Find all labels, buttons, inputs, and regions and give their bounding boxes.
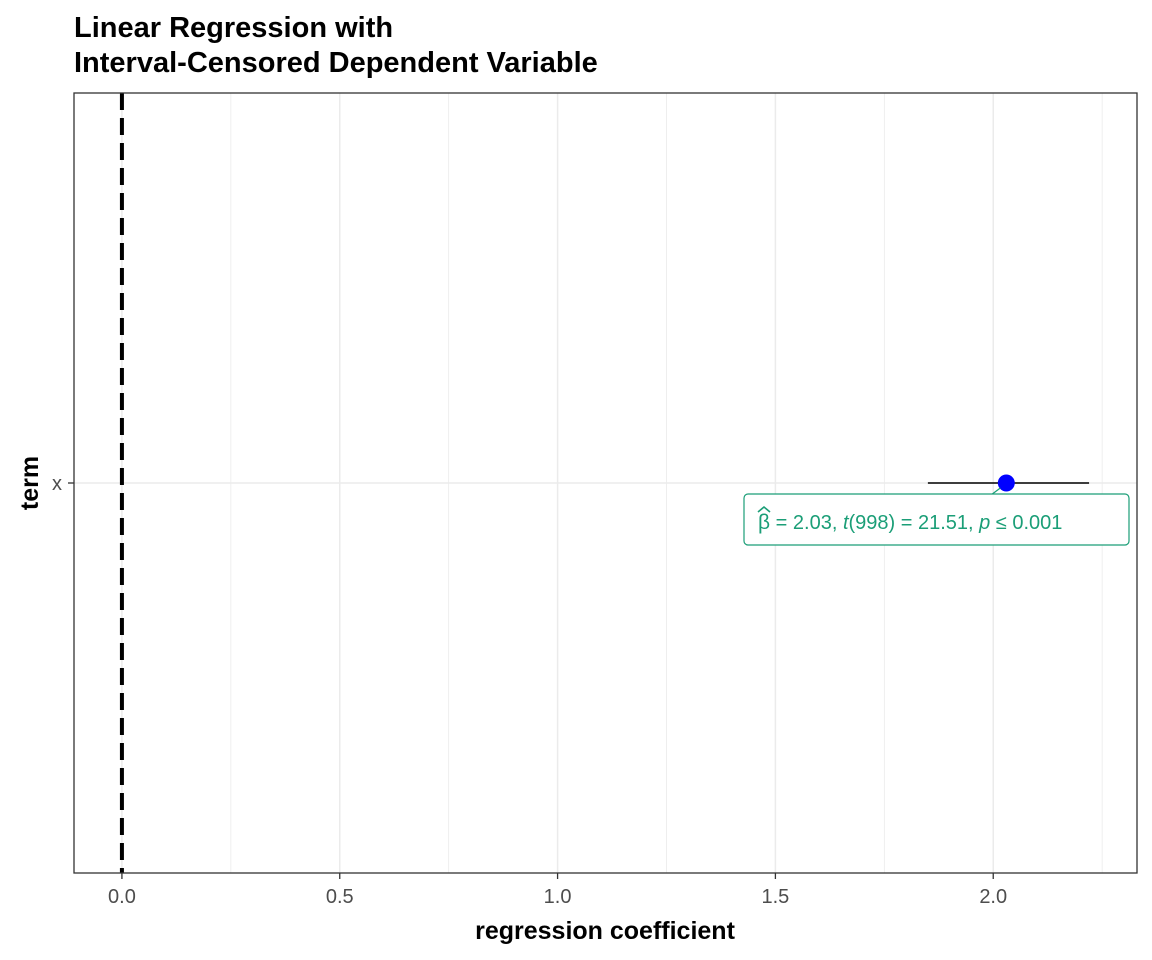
annotation-estimate: = 2.03,	[770, 512, 843, 534]
estimate-point	[997, 474, 1015, 492]
annotation-t: t	[843, 512, 850, 534]
y-axis-title: term	[16, 456, 44, 510]
x-tick-label: 0.5	[326, 886, 354, 908]
annotation-beta: β	[758, 511, 770, 534]
annotation-leader	[991, 487, 1001, 495]
axis-layer: 0.0 0.5 1.0 1.5 2.0 x	[52, 473, 1007, 908]
annotation-layer: β = 2.03, t(998) = 21.51, p ≤ 0.001	[743, 487, 1130, 546]
x-axis-title: regression coefficient	[475, 917, 735, 945]
x-tick-label: 0.0	[108, 886, 136, 908]
x-tick-label: 1.0	[544, 886, 572, 908]
annotation-statistic: (998) = 21.51,	[849, 512, 980, 534]
annotation-pvalue: ≤ 0.001	[990, 512, 1062, 534]
annotation-p: p	[978, 512, 990, 534]
y-tick-label: x	[52, 473, 62, 495]
x-tick-label: 1.5	[761, 886, 789, 908]
annotation-text: β = 2.03, t(998) = 21.51, p ≤ 0.001	[758, 511, 1062, 534]
x-tick-label: 2.0	[979, 886, 1007, 908]
beta-hat	[757, 505, 771, 513]
annotation-box	[743, 493, 1130, 546]
series-layer	[927, 474, 1090, 492]
chart-title: Linear Regression with Interval-Censored…	[74, 12, 598, 79]
